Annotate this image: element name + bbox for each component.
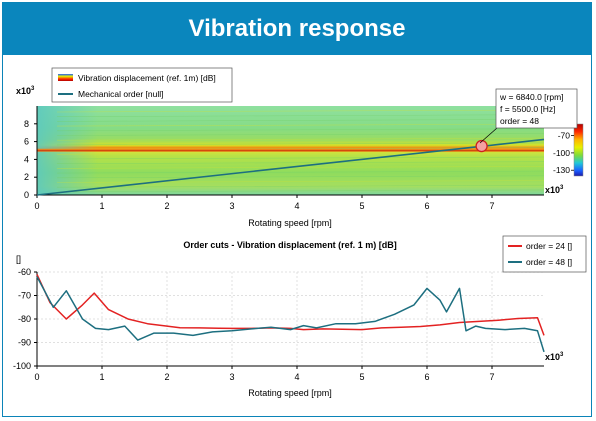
- heatmap-y-tick-label: 6: [24, 137, 29, 147]
- colorbar-ticks: -70 -100 -130: [553, 131, 574, 175]
- heatmap-streak: [56, 137, 545, 141]
- heatmap-y-tick-label: 4: [24, 154, 29, 164]
- heatmap-chart: 0 1 2 3 4 5 6 7 0 2 4 6 8 x103 x103 Rotating speed […: [16, 67, 584, 228]
- cursor-leader-line: [479, 127, 498, 144]
- legend-label-order-24: order = 24 []: [526, 241, 572, 251]
- heatmap-streak: [56, 170, 545, 174]
- colorbar: [573, 123, 584, 177]
- heatmap-streak: [56, 123, 545, 127]
- heatmap-streak: [56, 152, 545, 155]
- order-cuts-x-tick-label: 1: [99, 372, 104, 382]
- cursor-line-rpm: w = 6840.0 [rpm]: [499, 92, 564, 102]
- heatmap-streak: [56, 175, 545, 179]
- heatmap-streak: [56, 180, 545, 183]
- header-bar: Vibration response: [3, 3, 591, 55]
- heatmap-harmonic-stripes: [37, 109, 545, 193]
- cursor-line-order: order = 48: [500, 116, 539, 126]
- heatmap-streak: [56, 184, 545, 188]
- heatmap-streak: [56, 109, 545, 113]
- order-cuts-y-tick-label: -100: [13, 361, 31, 371]
- heatmap-y-tick-label: 2: [24, 172, 29, 182]
- order-cuts-y-tick-label: -90: [18, 338, 31, 348]
- heatmap-legend: Vibration displacement (ref. 1m) [dB] Me…: [51, 67, 233, 103]
- order-line: [36, 138, 545, 196]
- page-title: Vibration response: [188, 15, 406, 42]
- colorbar-tick-label: -130: [553, 165, 570, 175]
- heatmap-y-multiplier: x103: [16, 86, 35, 96]
- legend-label-order: Mechanical order [null]: [78, 89, 164, 99]
- heatmap-streak: [56, 189, 545, 193]
- colorbar-tick-label: -70: [558, 131, 571, 141]
- heatmap-y-tick-label: 0: [24, 190, 29, 200]
- order-cuts-y-tick-label: -70: [18, 291, 31, 301]
- heatmap-x-tick-label: 4: [294, 201, 299, 211]
- series-line-order-48: [36, 276, 545, 353]
- cursor-tooltip: w = 6840.0 [rpm] f = 5500.0 [Hz] order =…: [479, 88, 578, 144]
- heatmap-x-tick-label: 2: [164, 201, 169, 211]
- cursor-marker[interactable]: [475, 139, 488, 153]
- heatmap-x-multiplier: x103: [545, 185, 564, 195]
- heatmap-streak: [56, 128, 545, 132]
- order-cuts-series: [36, 274, 545, 353]
- order-cuts-x-tick-label: 3: [229, 372, 234, 382]
- cursor-tooltip-box: [495, 88, 578, 129]
- order-cuts-y-tick-label: -60: [18, 267, 31, 277]
- order-cuts-title: Order cuts - Vibration displacement (ref…: [183, 240, 396, 250]
- order-cuts-x-axis-label: Rotating speed [rpm]: [248, 388, 332, 398]
- order-cuts-x-tick-label: 6: [424, 372, 429, 382]
- order-cuts-y-unit: []: [16, 254, 21, 264]
- heatmap-x-tick-label: 3: [229, 201, 234, 211]
- heatmap-streak: [56, 114, 545, 117]
- heatmap-streak: [56, 119, 545, 122]
- heatmap-streak: [56, 166, 545, 169]
- cursor-line-hz: f = 5500.0 [Hz]: [500, 104, 556, 114]
- heatmap-x-tick-label: 7: [489, 201, 494, 211]
- legend-swatch-displacement: [58, 74, 73, 81]
- legend-label-displacement: Vibration displacement (ref. 1m) [dB]: [78, 73, 216, 83]
- order-cuts-legend-box: [502, 235, 587, 273]
- colorbar-tick-label: -100: [553, 148, 570, 158]
- heatmap-x-axis-label: Rotating speed [rpm]: [248, 218, 332, 228]
- heatmap-x-tick-label: 1: [99, 201, 104, 211]
- heatmap-y-tick-label: 8: [24, 119, 29, 129]
- heatmap-x-tick-label: 5: [359, 201, 364, 211]
- heatmap-x-tick-label: 6: [424, 201, 429, 211]
- order-cuts-chart: Order cuts - Vibration displacement (ref…: [13, 235, 587, 398]
- heatmap-x-tick-label: 0: [34, 201, 39, 211]
- order-cuts-x-tick-label: 0: [34, 372, 39, 382]
- heatmap-axes: 0 1 2 3 4 5 6 7 0 2 4 6 8: [24, 106, 545, 211]
- heatmap-streak: [56, 156, 545, 160]
- order-cuts-legend: order = 24 [] order = 48 []: [502, 235, 587, 273]
- heatmap-resonance-core: [37, 150, 544, 152]
- heatmap-streak: [56, 142, 545, 146]
- legend-label-order-48: order = 48 []: [526, 257, 572, 267]
- order-cuts-x-tick-label: 2: [164, 372, 169, 382]
- heatmap-streak: [56, 161, 545, 164]
- order-cuts-x-multiplier: x103: [545, 352, 564, 362]
- heatmap-streak: [56, 133, 545, 136]
- order-cuts-y-tick-label: -80: [18, 314, 31, 324]
- order-cuts-x-tick-label: 5: [359, 372, 364, 382]
- order-cuts-x-tick-label: 4: [294, 372, 299, 382]
- heatmap-legend-box: [51, 67, 233, 103]
- order-cuts-x-tick-label: 7: [489, 372, 494, 382]
